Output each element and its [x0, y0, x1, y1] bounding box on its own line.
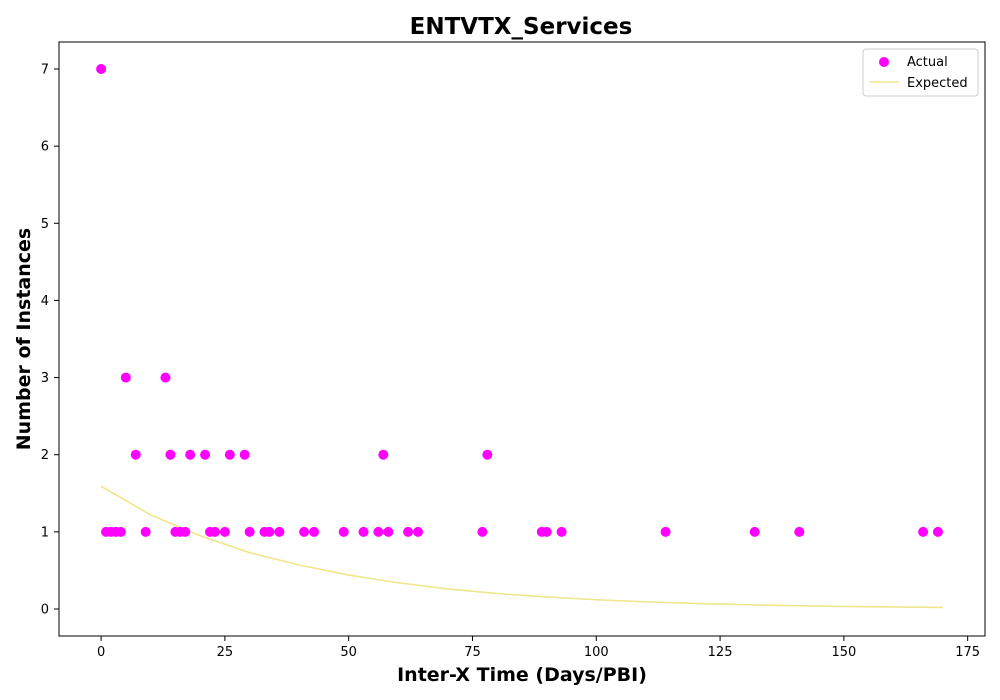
actual-point	[264, 526, 275, 537]
actual-point	[140, 526, 151, 537]
y-tick-label: 0	[41, 603, 49, 618]
legend-expected-label: Expected	[907, 76, 968, 91]
actual-point	[660, 526, 671, 537]
legend-actual-label: Actual	[907, 55, 948, 70]
x-tick-label: 150	[831, 645, 856, 660]
x-tick-label: 175	[955, 645, 980, 660]
actual-point	[794, 526, 805, 537]
actual-point	[239, 449, 250, 460]
actual-point	[96, 64, 107, 74]
actual-point	[115, 526, 126, 537]
actual-point	[338, 526, 349, 537]
x-tick-label: 125	[708, 645, 733, 660]
y-tick-label: 2	[41, 448, 49, 463]
legend-actual-marker	[879, 57, 889, 67]
actual-point	[932, 526, 943, 537]
y-tick-label: 3	[41, 371, 49, 386]
y-tick-label: 6	[41, 140, 49, 155]
actual-point	[299, 526, 310, 537]
x-tick-label: 25	[217, 645, 234, 660]
legend-box	[862, 48, 979, 97]
actual-point	[224, 449, 235, 460]
actual-point	[918, 526, 929, 537]
x-axis: 0 25 50 75 100 125 150 175	[97, 636, 980, 660]
actual-point	[403, 526, 414, 537]
x-tick-label: 50	[340, 645, 357, 660]
actual-point	[378, 449, 389, 460]
y-tick-label: 5	[41, 217, 49, 232]
actual-point	[185, 449, 196, 460]
actual-point	[165, 449, 176, 460]
y-tick-label: 1	[41, 525, 49, 540]
actual-point	[130, 449, 141, 460]
actual-point	[219, 526, 230, 537]
actual-point	[383, 526, 394, 537]
y-tick-label: 4	[41, 294, 49, 309]
chart-title: ENTVTX_Services	[410, 14, 633, 40]
actual-point	[358, 526, 369, 537]
actual-point	[244, 526, 255, 537]
x-axis-label: Inter-X Time (Days/PBI)	[397, 664, 647, 686]
series-layer	[96, 64, 943, 609]
actual-point	[180, 526, 191, 537]
actual-point	[209, 526, 220, 537]
actual-point	[556, 526, 567, 537]
x-tick-label: 0	[97, 645, 105, 660]
legend: Actual Expected	[862, 48, 979, 97]
actual-point	[120, 372, 131, 383]
y-axis-label: Number of Instances	[13, 228, 35, 450]
actual-point	[309, 526, 320, 537]
actual-point	[482, 449, 493, 460]
plot-area-frame	[58, 41, 986, 637]
x-tick-label: 75	[464, 645, 481, 660]
actual-point	[274, 526, 285, 537]
actual-point	[413, 526, 424, 537]
y-tick-label: 7	[41, 63, 49, 78]
actual-point	[373, 526, 384, 537]
actual-point	[477, 526, 488, 537]
actual-point	[749, 526, 760, 537]
y-axis: 0 1 2 3 4 5 6 7	[41, 63, 59, 618]
expected-curve	[100, 485, 943, 609]
actual-point	[160, 372, 171, 383]
actual-point	[200, 449, 211, 460]
x-tick-label: 100	[584, 645, 609, 660]
actual-point	[541, 526, 552, 537]
